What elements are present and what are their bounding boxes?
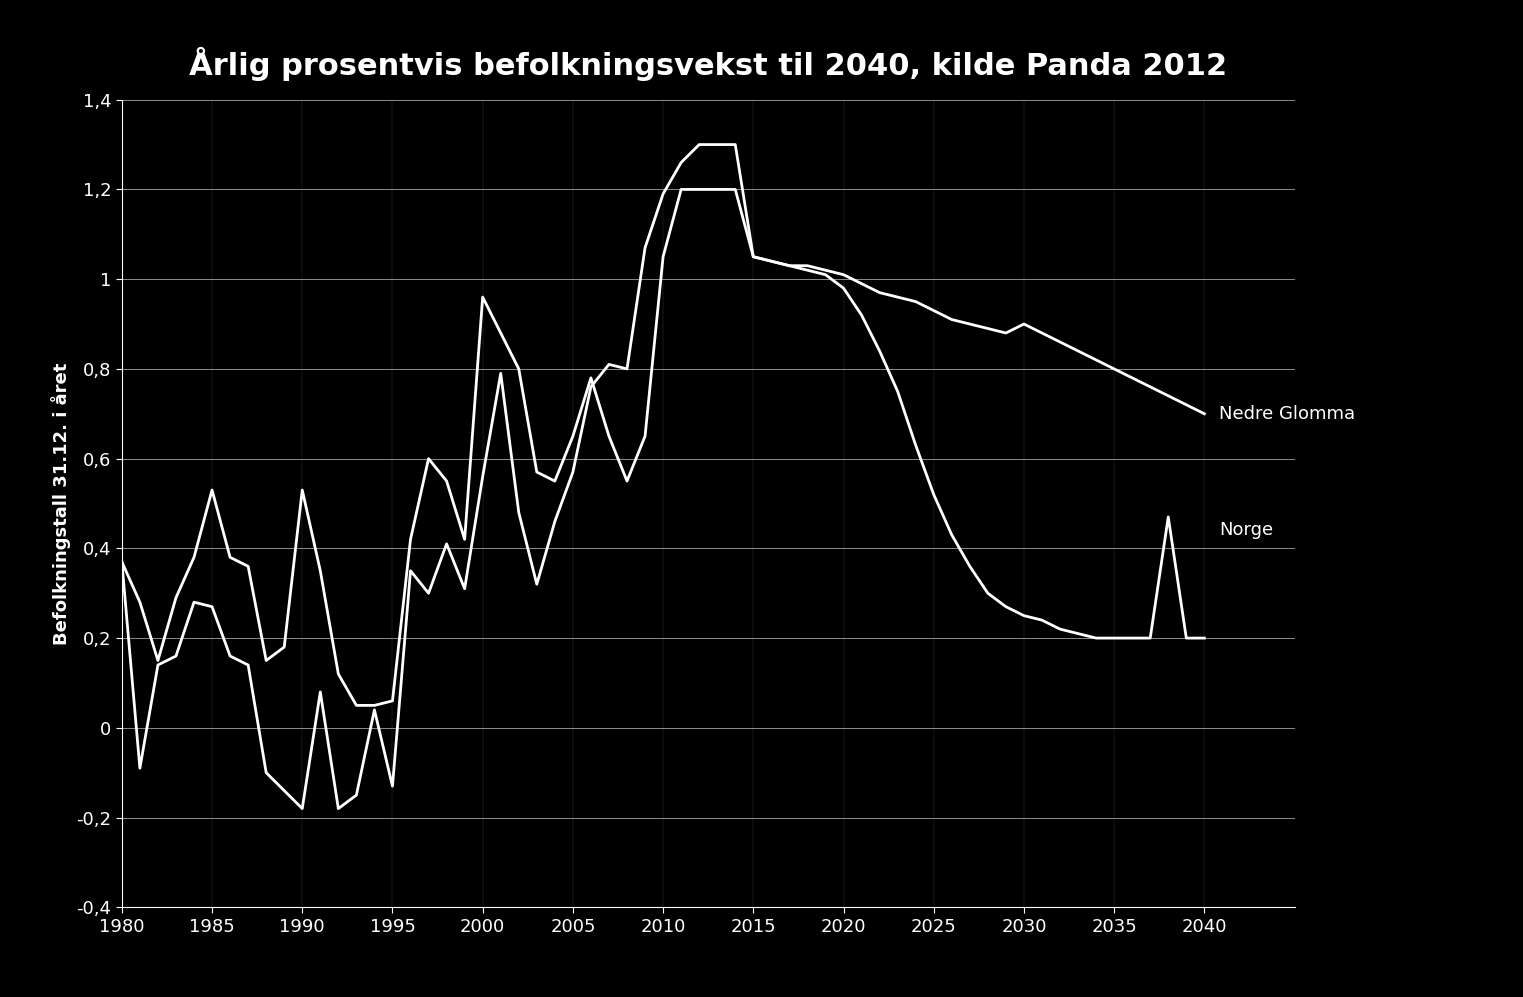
Title: Årlig prosentvis befolkningsvekst til 2040, kilde Panda 2012: Årlig prosentvis befolkningsvekst til 20… — [189, 47, 1228, 81]
Text: Nedre Glomma: Nedre Glomma — [1218, 405, 1355, 423]
Text: Norge: Norge — [1218, 521, 1273, 539]
Y-axis label: Befolkningstall 31.12. i året: Befolkningstall 31.12. i året — [50, 362, 72, 645]
